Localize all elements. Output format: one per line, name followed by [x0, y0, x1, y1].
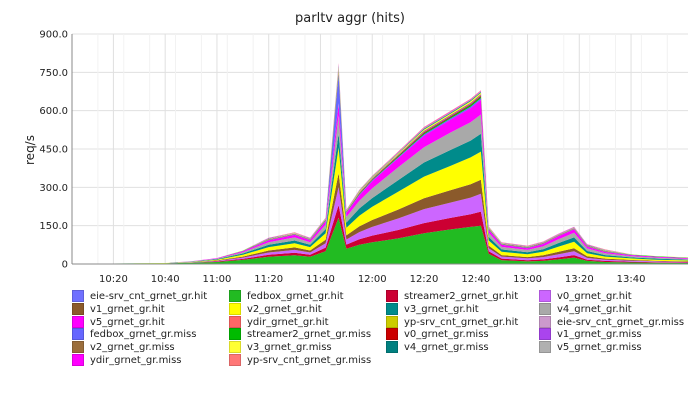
legend-label: ydir_grnet_gr.miss: [90, 355, 182, 366]
x-tick-label: 12:20: [410, 274, 439, 285]
legend-label: fedbox_grnet_gr.miss: [90, 329, 197, 341]
y-tick-label: 900.0: [39, 30, 68, 41]
legend-label: v3_grnet_gr.hit: [404, 303, 479, 315]
legend-item: v5_grnet_gr.miss: [539, 341, 689, 354]
legend-item: fedbox_grnet_gr.hit: [229, 290, 386, 303]
legend-swatch: [229, 290, 241, 302]
area-v1-grnet-gr-hit: [72, 173, 688, 264]
legend-swatch: [72, 354, 84, 366]
legend-label: v2_grnet_gr.miss: [90, 342, 175, 354]
legend-label: fedbox_grnet_gr.hit: [247, 291, 344, 302]
legend-swatch: [229, 328, 241, 341]
x-tick-label: 11:40: [306, 274, 335, 285]
legend-label: v5_grnet_gr.miss: [557, 342, 642, 354]
legend-swatch: [229, 354, 241, 366]
legend-swatch: [72, 290, 84, 302]
x-tick-label: 12:40: [461, 274, 490, 285]
legend-swatch: [386, 290, 398, 302]
legend-label: v5_grnet_gr.hit: [90, 316, 165, 328]
y-tick-label: 750.0: [39, 68, 68, 79]
x-tick-label: 12:00: [358, 274, 387, 285]
legend-swatch: [72, 341, 84, 354]
x-tick-label: 13:40: [617, 274, 646, 285]
x-tick-label: 10:40: [151, 274, 180, 285]
legend-item: streamer2_grnet_gr.hit: [386, 290, 539, 303]
legend-label: v0_grnet_gr.hit: [557, 291, 632, 302]
legend-swatch: [72, 328, 84, 341]
legend-label: v2_grnet_gr.hit: [247, 303, 322, 315]
legend-item: v0_grnet_gr.hit: [539, 290, 689, 303]
legend-swatch: [386, 328, 398, 341]
legend-swatch: [539, 328, 551, 341]
axes: 0 150.0 300.0 450.0 600.0 750.0 900.0 10:20 10:4…: [39, 30, 688, 285]
y-tick-label: 450.0: [39, 145, 68, 156]
legend-swatch: [229, 341, 241, 354]
legend-label: v0_grnet_gr.miss: [404, 329, 489, 341]
legend-item: yp-srv_cnt_grnet_gr.miss: [229, 354, 386, 367]
legend-label: v3_grnet_gr.miss: [247, 342, 332, 354]
legend-item: fedbox_grnet_gr.miss: [72, 328, 229, 341]
area-fedbox-grnet-gr-hit: [72, 217, 688, 264]
legend-label: streamer2_grnet_gr.hit: [404, 291, 519, 302]
legend-item: v2_grnet_gr.hit: [229, 302, 386, 316]
legend-label: ydir_grnet_gr.hit: [247, 316, 329, 328]
legend-item: v1_grnet_gr.miss: [539, 328, 689, 341]
legend-label: v1_grnet_gr.hit: [90, 303, 165, 315]
x-tick-label: 11:20: [254, 274, 283, 285]
legend-label: v4_grnet_gr.hit: [557, 303, 632, 315]
area-v3-grnet-gr-hit: [72, 133, 688, 264]
y-tick-label: 0: [62, 260, 68, 271]
legend-item: yp-srv_cnt_grnet_gr.hit: [386, 315, 539, 329]
legend-swatch: [386, 315, 398, 328]
area-v5-grnet-gr-hit: [72, 99, 688, 264]
legend-item: v0_grnet_gr.miss: [386, 328, 539, 341]
stacked-area-chart: parltv aggr (hits) req/s 0 150.0 300.0 450.…: [23, 11, 688, 285]
legend-label: streamer2_grnet_gr.miss: [247, 329, 372, 341]
legend-swatch: [386, 341, 398, 354]
x-tick-label: 10:20: [99, 274, 128, 285]
legend-swatch: [72, 302, 84, 315]
legend-item: streamer2_grnet_gr.miss: [229, 328, 386, 341]
legend-swatch: [229, 315, 241, 328]
x-tick-label: 13:20: [565, 274, 594, 285]
chart-title: parltv aggr (hits): [295, 11, 405, 26]
legend-swatch: [539, 290, 551, 302]
legend-item: ydir_grnet_gr.miss: [72, 354, 229, 367]
area-streamer2-grnet-gr-hit: [72, 205, 688, 264]
legend-label: yp-srv_cnt_grnet_gr.miss: [247, 355, 372, 366]
legend-item: ydir_grnet_gr.hit: [229, 315, 386, 329]
legend-label: v1_grnet_gr.miss: [557, 329, 642, 341]
legend-swatch: [539, 315, 551, 328]
legend-swatch: [539, 302, 551, 315]
legend-item: eie-srv_cnt_grnet_gr.hit: [72, 290, 229, 303]
legend-item: v2_grnet_gr.miss: [72, 341, 229, 354]
y-tick-label: 300.0: [39, 183, 68, 194]
legend-item: v3_grnet_gr.miss: [229, 341, 386, 354]
legend-label: yp-srv_cnt_grnet_gr.hit: [404, 316, 519, 328]
legend-item: eie-srv_cnt_grnet_gr.miss: [539, 315, 689, 329]
areas: [72, 63, 688, 264]
x-tick-label: 11:00: [203, 274, 232, 285]
legend-item: v4_grnet_gr.hit: [539, 302, 689, 316]
area-v0-grnet-gr-hit: [72, 187, 688, 264]
legend-swatch: [539, 341, 551, 354]
legend-swatch: [386, 302, 398, 315]
legend-label: eie-srv_cnt_grnet_gr.hit: [90, 291, 208, 302]
legend-label: eie-srv_cnt_grnet_gr.miss: [557, 316, 685, 328]
legend-swatch: [72, 315, 84, 328]
legend-item: v1_grnet_gr.hit: [72, 302, 229, 316]
area-v2-grnet-gr-hit: [72, 147, 688, 264]
y-tick-label: 600.0: [39, 106, 68, 117]
legend-item: v4_grnet_gr.miss: [386, 341, 539, 354]
legend-item: v5_grnet_gr.hit: [72, 315, 229, 329]
legend-label: v4_grnet_gr.miss: [404, 342, 489, 354]
y-tick-label: 150.0: [39, 221, 68, 232]
x-tick-label: 13:00: [513, 274, 542, 285]
legend-swatch: [229, 302, 241, 315]
area-v4-grnet-gr-hit: [72, 114, 688, 264]
legend-item: v3_grnet_gr.hit: [386, 302, 539, 316]
y-axis-label: req/s: [23, 135, 37, 165]
